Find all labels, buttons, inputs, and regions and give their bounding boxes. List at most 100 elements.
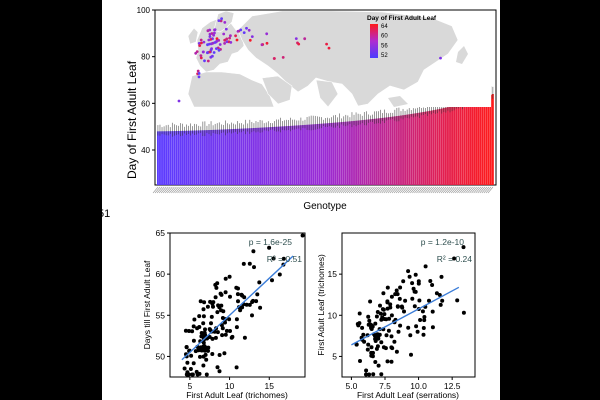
scatter-point: [220, 333, 225, 338]
genotype-bar: [275, 126, 278, 185]
genotype-tick-label: [177, 186, 183, 194]
scatter1-axes: 5 10 15 50 55 60 65: [156, 228, 275, 391]
x-tick-label: 7.5: [379, 381, 391, 391]
scatter-point: [217, 369, 222, 374]
inset-map: Day of First Adult Leaf 64 60 56 52: [169, 10, 491, 108]
genotype-bar: [236, 128, 239, 185]
genotype-tick-label: [305, 186, 312, 194]
scatter-point: [461, 245, 466, 250]
scatter-point: [410, 281, 415, 286]
scatter-point: [385, 359, 390, 364]
scatter-point: [224, 328, 229, 333]
genotype-bar: [218, 129, 221, 185]
genotype-bar: [291, 125, 294, 185]
scatter-point: [387, 316, 392, 321]
scatter-point: [198, 354, 202, 359]
genotype-tick-label: [365, 186, 371, 194]
genotype-bar: [487, 95, 490, 185]
genotype-bar: [383, 117, 386, 185]
genotype-tick-label: [199, 186, 206, 194]
scatter-point: [389, 334, 394, 339]
bar-chart: 40 60 80 100 Day of First Adult Leaf Genoty…: [125, 6, 497, 212]
scatter-point: [381, 291, 386, 296]
genotype-bar: [434, 109, 437, 185]
y-tick-label: 65: [156, 228, 166, 238]
scatter-point: [206, 348, 210, 353]
map-legend-tick-label: 52: [381, 53, 388, 59]
genotype-bar: [351, 121, 353, 185]
genotype-bar: [261, 127, 264, 185]
scatter-point: [357, 311, 362, 316]
scatter-point: [254, 299, 259, 304]
genotype-bar: [238, 128, 241, 185]
genotype-tick-label: [158, 186, 165, 194]
genotype-tick-label: [389, 186, 396, 194]
genotype-bar: [330, 122, 333, 185]
scatter-point: [213, 282, 218, 287]
genotype-bar: [457, 104, 460, 185]
scatter-point: [374, 314, 379, 319]
map-legend-colorbar: [370, 24, 378, 58]
genotype-tick-label: [162, 186, 169, 194]
genotype-tick-label: [418, 186, 424, 194]
genotype-tick-label: [275, 186, 281, 194]
asia-landmass: [237, 10, 459, 107]
genotype-tick-label: [479, 186, 486, 194]
arabia-landmass: [261, 75, 293, 105]
accession-point: [223, 21, 227, 24]
scatter1-frame: [169, 232, 306, 378]
genotype-bar: [453, 105, 456, 185]
scatter-trichomes-vs-days: 5 10 15 50 55 60 65 p = 1.6e-25 R² = 0.51 Firs…: [142, 228, 306, 400]
genotype-bar: [408, 114, 411, 185]
scatter-point: [258, 305, 263, 310]
scatter-point: [398, 323, 403, 328]
genotype-tick-label: [352, 186, 359, 194]
genotype-bar: [269, 127, 272, 185]
scatter-point: [423, 264, 428, 269]
scatter-point: [365, 347, 370, 352]
genotype-bar: [369, 119, 372, 185]
scatter-point: [414, 324, 419, 329]
genotype-bar: [422, 111, 425, 185]
genotype-tick-label: [205, 186, 212, 194]
genotype-bar: [398, 115, 400, 185]
genotype-bar: [185, 130, 188, 185]
genotype-bar: [373, 118, 376, 185]
scatter-point: [375, 310, 380, 314]
genotype-bar: [263, 127, 266, 185]
accession-point: [206, 29, 210, 33]
scatter-point: [204, 372, 209, 377]
genotype-bar: [232, 129, 235, 185]
scatter-point: [378, 303, 382, 308]
genotype-bar: [302, 125, 304, 185]
genotype-tick-label: [254, 186, 261, 194]
scatter-point: [234, 365, 239, 370]
scatter-point: [209, 314, 214, 319]
scatter-point: [369, 345, 374, 350]
genotype-bar: [283, 126, 286, 185]
genotype-tick-label: [238, 186, 245, 194]
genotype-bar: [273, 126, 276, 185]
genotype-tick-label: [442, 186, 449, 194]
genotype-bar: [257, 127, 259, 185]
scatter-point: [191, 338, 196, 343]
accession-point: [197, 42, 201, 45]
genotype-tick-label: [412, 186, 418, 194]
genotype-tick-label: [475, 186, 481, 194]
genotype-tick-label: [395, 186, 402, 194]
scatter-point: [201, 348, 205, 353]
genotype-tick-label: [273, 186, 279, 194]
genotype-bar: [167, 131, 170, 185]
scatter-point: [408, 333, 413, 338]
accession-point: [228, 36, 231, 40]
scatter-point: [422, 318, 427, 323]
x-tick-label: 5.0: [345, 381, 357, 391]
scatter-point: [386, 328, 391, 333]
map-accession-points: [177, 17, 442, 103]
genotype-bar: [295, 125, 298, 185]
genotype-bar: [306, 124, 308, 185]
scatter-point: [416, 279, 421, 284]
genotype-bar: [479, 98, 482, 185]
accession-point: [248, 38, 252, 42]
scatter-point: [271, 256, 276, 261]
